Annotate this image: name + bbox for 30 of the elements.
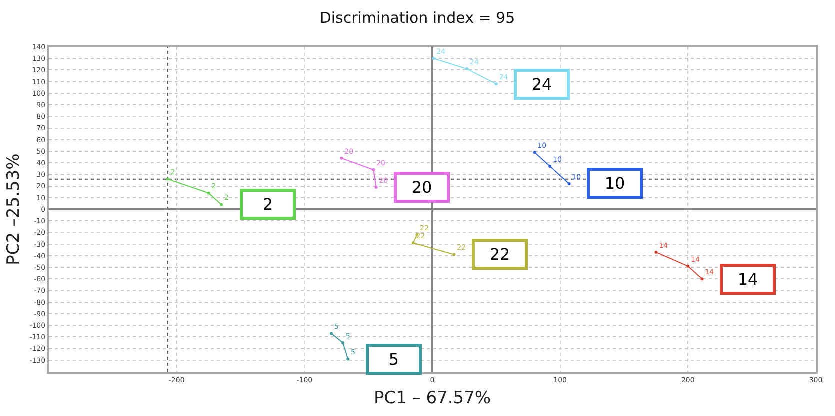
y-axis-title: PC2 –25.53%: [4, 154, 24, 266]
point: [330, 332, 334, 336]
point: [548, 165, 552, 168]
point: [452, 253, 456, 256]
text: 20: [412, 178, 432, 197]
text: 2: [262, 195, 274, 214]
text: 14: [738, 270, 758, 289]
point: [654, 250, 658, 254]
text: 22: [490, 245, 510, 264]
text: 5: [388, 350, 400, 369]
point: [466, 68, 469, 71]
point: [568, 182, 571, 186]
point: [432, 57, 436, 60]
text: 10: [604, 174, 626, 193]
point: [533, 151, 536, 154]
point: [340, 156, 344, 160]
point: [346, 358, 350, 361]
point: [220, 203, 224, 206]
point: [494, 82, 498, 86]
point: [412, 242, 415, 245]
point: [207, 192, 210, 195]
chart-title: Discrimination index = 95: [320, 8, 516, 27]
text: 24: [532, 75, 552, 94]
x-axis-title: PC1 – 67.57%: [374, 388, 492, 408]
point: [374, 186, 378, 189]
point: [372, 168, 376, 172]
point: [686, 264, 690, 268]
point: [166, 178, 170, 181]
point: [342, 341, 345, 344]
point: [700, 278, 704, 281]
